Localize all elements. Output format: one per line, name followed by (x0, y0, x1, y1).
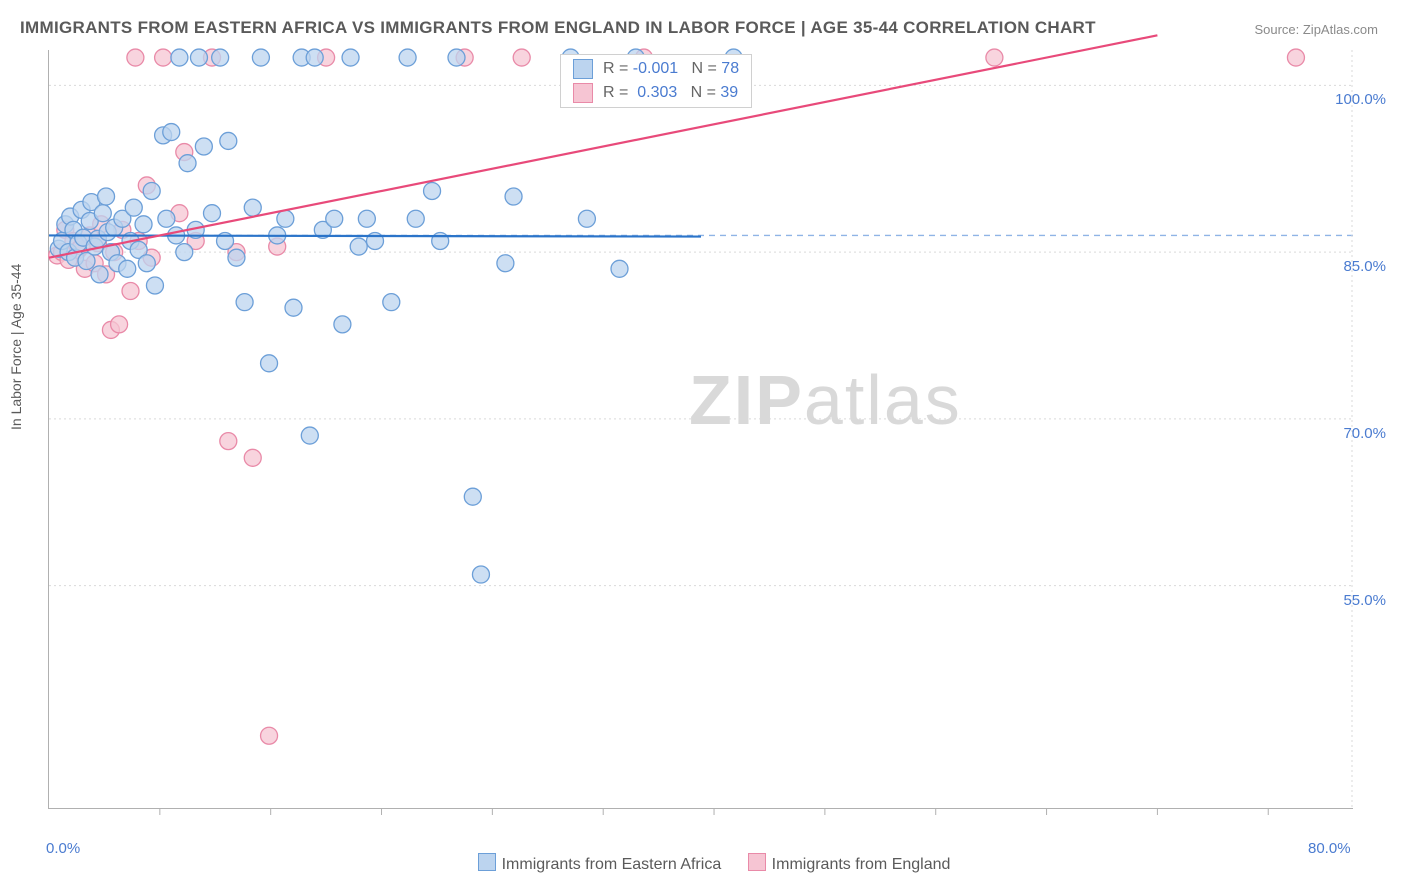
y-tick-label: 70.0% (1343, 425, 1386, 442)
stat-r-label: R = (603, 84, 633, 102)
y-tick-label: 85.0% (1343, 258, 1386, 275)
source-label: Source: (1254, 22, 1302, 37)
stat-n-value: 78 (721, 60, 739, 78)
x-tick-min: 0.0% (46, 840, 80, 857)
stat-swatch (573, 83, 593, 103)
stat-swatch (573, 59, 593, 79)
legend-label-eastern-africa: Immigrants from Eastern Africa (502, 856, 722, 873)
chart-title: IMMIGRANTS FROM EASTERN AFRICA VS IMMIGR… (20, 18, 1096, 38)
stat-r-label: R = (603, 60, 633, 78)
stat-row: R = -0.001 N = 78 (561, 57, 751, 81)
stat-row: R = 0.303 N = 39 (561, 81, 751, 105)
bottom-legend: Immigrants from Eastern Africa Immigrant… (0, 853, 1406, 874)
source-attribution: Source: ZipAtlas.com (1254, 22, 1378, 37)
legend-label-england: Immigrants from England (772, 856, 951, 873)
stat-n-label: N = (677, 84, 720, 102)
stat-n-value: 39 (720, 84, 738, 102)
y-axis-label: In Labor Force | Age 35-44 (8, 264, 24, 430)
source-value: ZipAtlas.com (1303, 22, 1378, 37)
scatter-plot: ZIPatlas (48, 50, 1353, 809)
stats-legend-box: R = -0.001 N = 78R = 0.303 N = 39 (560, 54, 752, 108)
legend-swatch-eastern-africa (478, 853, 496, 871)
y-tick-label: 100.0% (1335, 91, 1386, 108)
legend-swatch-england (748, 853, 766, 871)
stat-n-label: N = (678, 60, 721, 78)
stat-r-value: -0.001 (633, 60, 678, 78)
stat-r-value: 0.303 (633, 84, 677, 102)
y-tick-label: 55.0% (1343, 592, 1386, 609)
x-tick-max: 80.0% (1308, 840, 1351, 857)
